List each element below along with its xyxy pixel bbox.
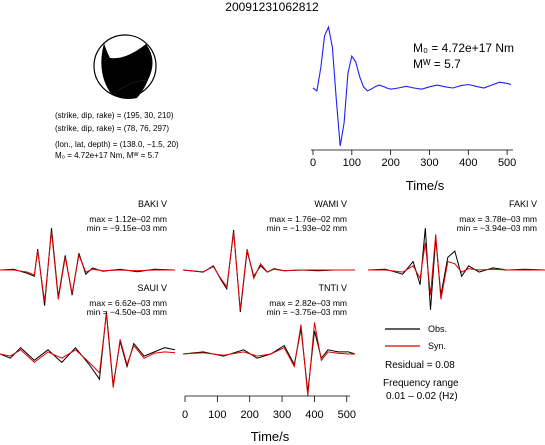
wave-x-ticks: 0 100 200 300 400 500 [182, 396, 356, 421]
stf-tick-label: 400 [459, 157, 477, 169]
source-time-function-plot: 0 100 200 300 400 500 Time/s M₀ = 4.72e+17 Nm… [310, 25, 516, 193]
wave-tick-label: 100 [208, 409, 226, 421]
station-label: SAUI V [137, 283, 167, 293]
stf-tick-label: 200 [381, 157, 399, 169]
stf-x-label: Time/s [406, 178, 445, 193]
wave-tick-label: 400 [305, 409, 323, 421]
stf-tick-label: 0 [310, 157, 316, 169]
wave-tick-label: 500 [338, 409, 356, 421]
station-min: min = −4.50e–03 mm [87, 307, 167, 317]
syn-waveform-line [0, 314, 176, 388]
station-max: max = 6.62e–03 mm [89, 298, 167, 308]
stf-tick-label: 100 [343, 157, 361, 169]
stf-series-line [312, 25, 512, 147]
wave-tick-label: 200 [241, 409, 259, 421]
wave-tick-label: 0 [182, 409, 188, 421]
legend-obs-label: Obs. [428, 324, 447, 334]
station-min: min = −9.15e–03 mm [87, 223, 167, 233]
wave-x-axis-group: 0 100 200 300 400 500 Time/s [182, 395, 356, 444]
station-min: min = −3.94e–03 mm [457, 223, 537, 233]
station-min: min = −3.75e–03 mm [267, 307, 347, 317]
legend-freq-title: Frequency range [383, 378, 459, 389]
station-label: WAMI V [314, 199, 347, 209]
station-label: TNTI V [319, 283, 348, 293]
obs-waveform-line [0, 311, 176, 386]
syn-waveform-line [182, 232, 355, 310]
stf-tick-label: 500 [498, 157, 516, 169]
station-min: min = −1.93e–02 mm [267, 223, 347, 233]
mt-line-3: (lon., lat, depth) = (138.0, −1.5, 20) [55, 140, 179, 149]
wave-x-label: Time/s [251, 429, 290, 444]
stf-tick-label: 300 [420, 157, 438, 169]
obs-waveform-line [0, 227, 176, 306]
mt-line-2: (strike, dip, rake) = (78, 76, 297) [55, 124, 169, 133]
wave-tick-label: 300 [273, 409, 291, 421]
stf-x-ticks: 0 100 200 300 400 500 [310, 150, 516, 169]
legend: Obs. Syn. Residual = 0.08 Frequency rang… [383, 324, 459, 402]
legend-syn-label: Syn. [428, 341, 446, 351]
station-max: max = 1.76e–02 mm [269, 214, 347, 224]
legend-residual: Residual = 0.08 [385, 360, 455, 371]
obs-waveform-line [182, 328, 356, 392]
station-max: max = 2.82e–03 mm [269, 298, 347, 308]
stf-mw-label: Mᵂ = 5.7 [413, 57, 461, 71]
obs-waveform-line [367, 227, 545, 310]
syn-waveform-line [182, 322, 355, 397]
station-max: max = 3.78e–03 mm [459, 214, 537, 224]
station-label: FAKI V [509, 199, 537, 209]
stf-m0-label: M₀ = 4.72e+17 Nm [413, 41, 514, 55]
syn-waveform-line [0, 231, 175, 302]
legend-freq-value: 0.01 – 0.02 (Hz) [386, 391, 458, 402]
beachball-icon [93, 34, 157, 99]
station-label: BAKI V [138, 199, 167, 209]
syn-waveform-line [368, 234, 545, 300]
figure-title: 20091231062812 [225, 0, 319, 14]
station-max: max = 1.12e–02 mm [89, 214, 167, 224]
mt-line-4: M₀ = 4.72e+17 Nm, Mᵂ = 5.7 [55, 151, 159, 160]
mt-line-1: (strike, dip, rake) = (195, 30, 210) [55, 111, 174, 120]
